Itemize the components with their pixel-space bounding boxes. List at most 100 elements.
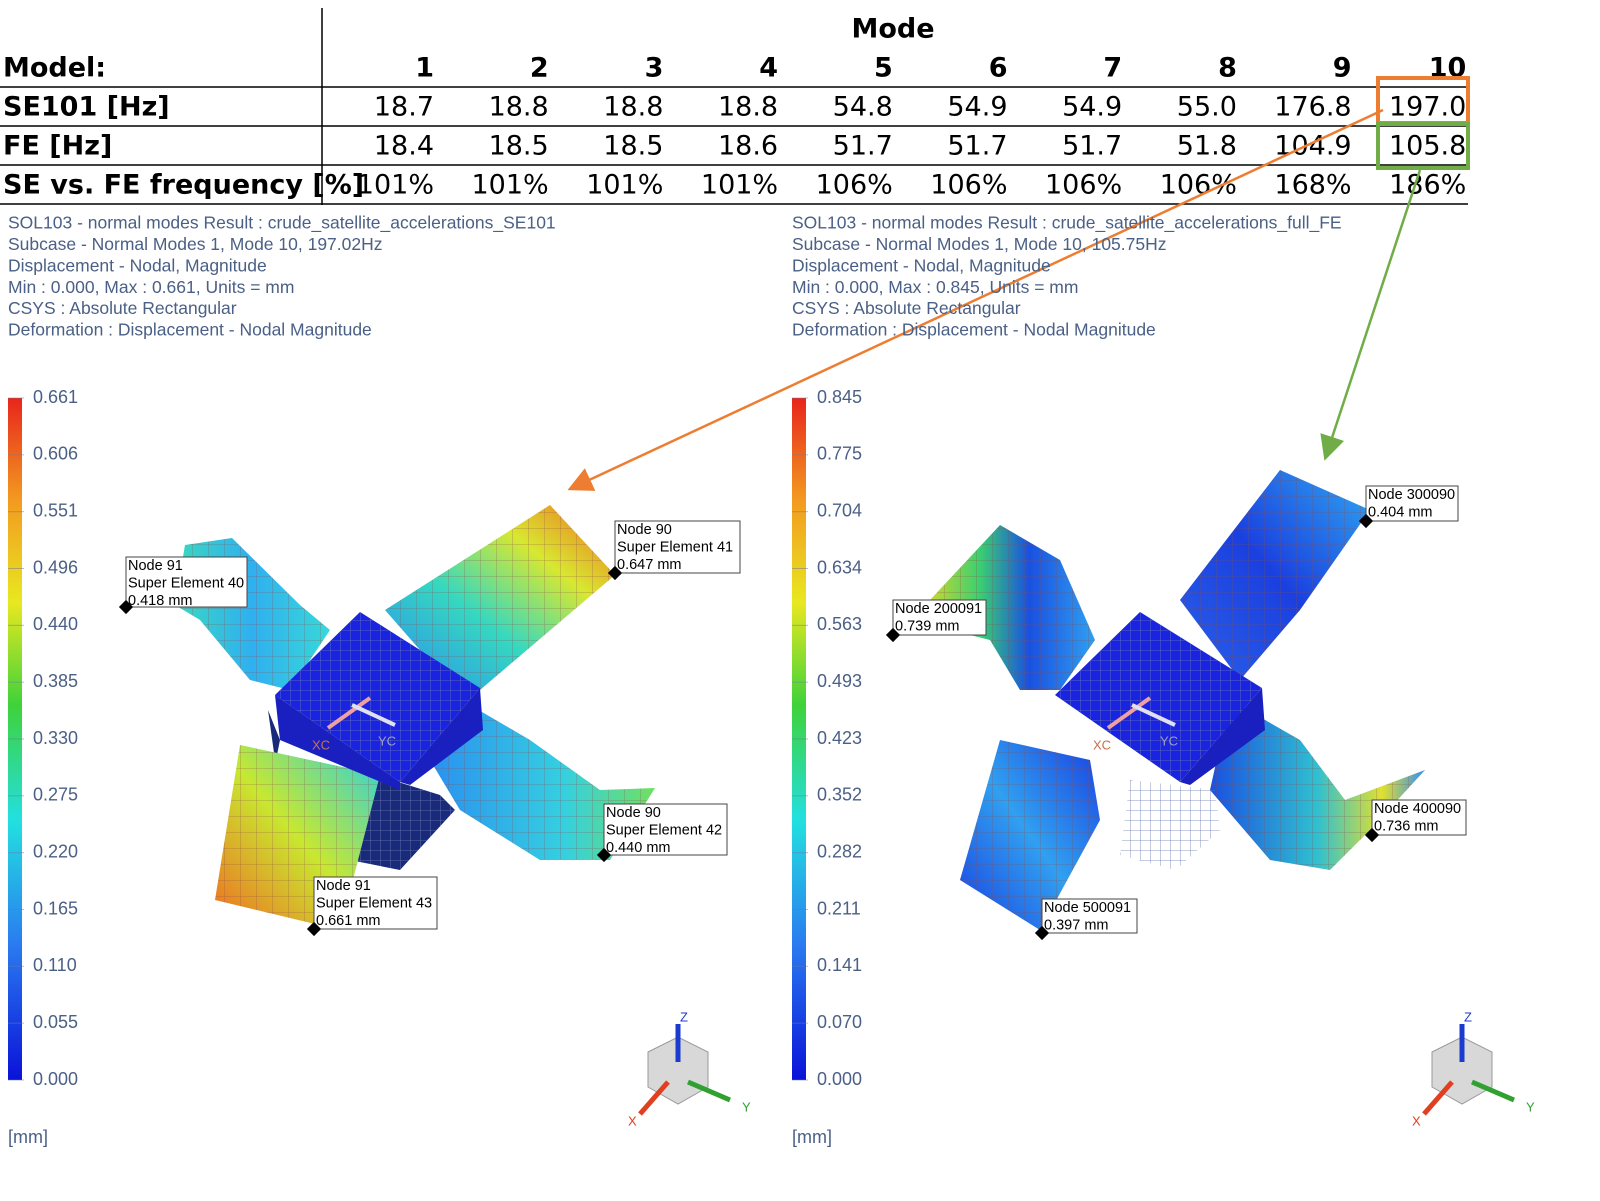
node-annotation-text: 0.661 mm [316,913,380,929]
colorbar-label: 0.496 [33,557,78,577]
triad-axis [687,1079,731,1103]
result-info: Subcase - Normal Modes 1, Mode 10, 197.0… [8,234,383,254]
colorbar-label: 0.634 [817,557,862,577]
mode-header: 7 [1103,53,1122,84]
result-info: SOL103 - normal modes Result : crude_sat… [8,213,556,234]
model-right: XC YC [930,470,1425,930]
node-annotation-text: Node 500091 [1044,900,1131,916]
cell: 176.8 [1274,92,1351,123]
cell: 54.9 [947,92,1007,123]
cell: 168% [1274,170,1351,201]
node-annotation-text: 0.397 mm [1044,917,1108,933]
colorbar-label: 0.845 [817,387,862,407]
mode-header: 4 [759,53,778,84]
triad-label: Z [1464,1009,1472,1024]
node-annotation [313,876,438,930]
result-info: Deformation : Displacement - Nodal Magni… [792,320,1156,340]
node-annotation-text: 0.418 mm [128,593,192,609]
colorbar-label: 0.493 [817,671,862,691]
mode-header: 8 [1218,53,1237,84]
result-info: Displacement - Nodal, Magnitude [8,255,267,275]
csys-label: YC [378,733,396,748]
node-annotation [892,599,987,636]
cell: 197.0 [1389,92,1466,123]
cell: 18.8 [603,92,663,123]
node-marker [118,599,134,615]
result-info: Min : 0.000, Max : 0.661, Units = mm [8,277,294,297]
csys-label: XC [1093,737,1111,752]
colorbar-label: 0.775 [817,444,862,464]
cell: 101% [471,170,548,201]
result-info: Min : 0.000, Max : 0.845, Units = mm [792,277,1078,297]
node-annotation-text: 0.440 mm [606,840,670,856]
colorbar-label: 0.110 [33,955,77,975]
triad-label: Y [742,1099,751,1114]
node-annotation [614,520,741,574]
colorbar-label: 0.330 [33,728,78,748]
node-marker [306,921,322,937]
cell: 106% [1045,170,1122,201]
node-annotation-text: 0.647 mm [617,557,681,573]
colorbar-label: 0.282 [817,841,862,861]
cell: 18.8 [489,92,549,123]
node-annotation-text: Node 91 [128,558,183,574]
csys-label: YC [1160,733,1178,748]
row-header: Model: [3,53,106,84]
colorbar-label: 0.563 [817,614,862,634]
colorbar-label: 0.385 [33,671,78,691]
colorbar-label: 0.055 [33,1012,78,1032]
unit-label: [mm] [792,1127,832,1147]
node-annotation-text: Node 91 [316,878,371,894]
triad-label: Z [680,1009,688,1024]
node-marker [1034,925,1050,941]
cell: 54.9 [1062,92,1122,123]
mode-header: 1 [415,53,434,84]
cell: 51.7 [947,131,1007,162]
cell: 18.6 [718,131,778,162]
result-info: Subcase - Normal Modes 1, Mode 10, 105.7… [792,234,1167,254]
colorbar-label: 0.551 [33,500,78,520]
cell: 18.8 [718,92,778,123]
cell: 101% [701,170,778,201]
row-label: SE101 [Hz] [3,92,170,123]
arrow [567,108,1384,491]
cell: 18.7 [374,92,434,123]
cell: 18.5 [489,131,549,162]
result-info: CSYS : Absolute Rectangular [792,298,1021,318]
mode-header: 6 [989,53,1008,84]
node-annotation [125,556,248,608]
triad-label: X [628,1113,637,1128]
node-annotation-text: Super Element 42 [606,822,722,838]
result-info: Displacement - Nodal, Magnitude [792,255,1051,275]
node-annotation-text: Super Element 41 [617,539,733,555]
cell: 106% [816,170,893,201]
cell: 54.8 [833,92,893,123]
cell: 51.8 [1177,131,1237,162]
csys-label: XC [312,737,330,752]
triad-axis [1422,1080,1454,1116]
node-annotation-text: Node 300090 [1368,487,1455,503]
highlight-fe [1376,122,1470,170]
colorbar-label: 0.423 [817,728,862,748]
group-header: Mode [851,14,934,45]
cell: 18.5 [603,131,663,162]
node-marker [596,847,612,863]
node-annotation [1365,485,1459,522]
cell: 101% [586,170,663,201]
colorbar-label: 0.352 [817,785,862,805]
cell: 105.8 [1389,131,1466,162]
triad-axis [638,1080,670,1116]
cell: 104.9 [1274,131,1351,162]
node-marker [1358,513,1374,529]
colorbar-label: 0.141 [817,955,862,975]
row-label: SE vs. FE frequency [%] [3,170,364,201]
triad-axis [1471,1079,1515,1103]
node-annotation-text: Node 200091 [895,601,982,617]
colorbar-label: 0.070 [817,1012,862,1032]
node-annotation [603,803,728,856]
mode-header: 5 [874,53,893,84]
row-label: FE [Hz] [3,131,112,162]
arrow [1320,169,1422,461]
node-annotation-text: Super Element 43 [316,895,432,911]
node-annotation-text: Node 400090 [1374,801,1461,817]
